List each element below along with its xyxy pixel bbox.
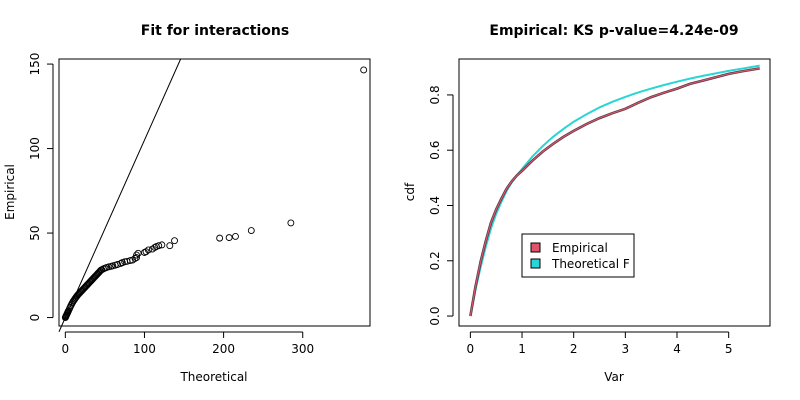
cdf-plot-lines — [469, 64, 760, 317]
qq-plot-x-tick-label: 0 — [62, 342, 70, 356]
qq-plot-y-tick-label: 150 — [28, 53, 42, 76]
qq-plot-x-tick-label: 200 — [212, 342, 235, 356]
cdf-series-empirical-shadow — [469, 67, 760, 317]
cdf-plot-frame — [458, 58, 771, 327]
legend-swatch-empirical — [530, 242, 541, 253]
qq-plot-xlabel: Theoretical — [179, 370, 247, 384]
cdf-series-empirical — [469, 67, 760, 317]
legend-label-theoretical: Theoretical F — [551, 257, 630, 271]
qq-plot-point — [158, 241, 166, 249]
qq-plot-x-tick-label: 100 — [133, 342, 156, 356]
qq-plot-point — [155, 242, 163, 250]
qq-plot-point — [216, 234, 224, 242]
cdf-plot-x-tick-label: 1 — [518, 342, 526, 356]
cdf-plot-x-tick-label: 2 — [570, 342, 578, 356]
qq-plot-point — [232, 232, 239, 240]
qq-plot-point — [360, 66, 368, 74]
qq-plot-panel: Fit for interactions Theoretical Empiric… — [3, 23, 371, 384]
qq-plot-x-tick-label: 300 — [291, 342, 314, 356]
qq-plot-ylabel: Empirical — [3, 164, 17, 220]
qq-plot-points — [61, 66, 368, 322]
cdf-plot-ylabel: cdf — [403, 182, 417, 201]
cdf-plot-panel: Empirical: KS p-value=4.24e-09 Var cdf 0… — [403, 23, 771, 384]
qq-plot-axes: 0 100 200 300 0 50 100 150 — [28, 53, 314, 356]
cdf-plot-x-tick-label: 5 — [725, 342, 733, 356]
cdf-plot-y-tick-label: 0.2 — [428, 251, 442, 270]
legend-box — [521, 233, 635, 278]
cdf-plot-axes: 0 1 2 3 4 5 0.0 0.2 0.4 0.6 0.8 — [428, 85, 732, 356]
qq-plot-reference-line-group — [58, 58, 182, 332]
legend-label-empirical: Empirical — [552, 241, 608, 255]
qq-plot-point — [114, 261, 122, 268]
qq-plot-point — [131, 254, 139, 262]
qq-plot-point — [133, 251, 141, 259]
qq-plot-y-tick-label: 50 — [28, 225, 42, 240]
qq-plot-point — [247, 227, 255, 234]
cdf-plot-title: Empirical: KS p-value=4.24e-09 — [489, 23, 738, 39]
qq-plot-point — [144, 246, 152, 254]
cdf-series-theoretical — [469, 64, 760, 317]
cdf-plot-y-tick-label: 0.8 — [428, 85, 442, 104]
qq-plot-point — [287, 219, 295, 227]
cdf-plot-y-tick-label: 0.0 — [428, 307, 442, 326]
qq-plot-y-tick-label: 100 — [28, 137, 42, 160]
qq-plot-point — [225, 234, 233, 242]
qq-plot-frame — [58, 58, 371, 327]
cdf-plot-y-tick-label: 0.4 — [428, 196, 442, 215]
qq-plot-y-tick-label: 0 — [28, 314, 42, 322]
cdf-plot-y-tick-label: 0.6 — [428, 141, 442, 160]
qq-plot-point — [133, 254, 141, 262]
qq-plot-point — [151, 243, 159, 251]
cdf-plot-x-tick-label: 4 — [673, 342, 681, 356]
qq-plot-point — [166, 242, 174, 250]
cdf-plot-x-tick-label: 3 — [622, 342, 630, 356]
qq-plot-point — [171, 237, 178, 245]
qq-plot-reference-line — [58, 58, 182, 332]
legend-swatch-theoretical — [530, 258, 541, 269]
qq-plot-title: Fit for interactions — [141, 23, 289, 39]
qq-plot-point — [117, 260, 125, 267]
cdf-plot-x-tick-label: 0 — [467, 342, 475, 356]
cdf-plot-xlabel: Var — [604, 370, 624, 384]
cdf-plot-legend: Empirical Theoretical F — [521, 233, 635, 278]
